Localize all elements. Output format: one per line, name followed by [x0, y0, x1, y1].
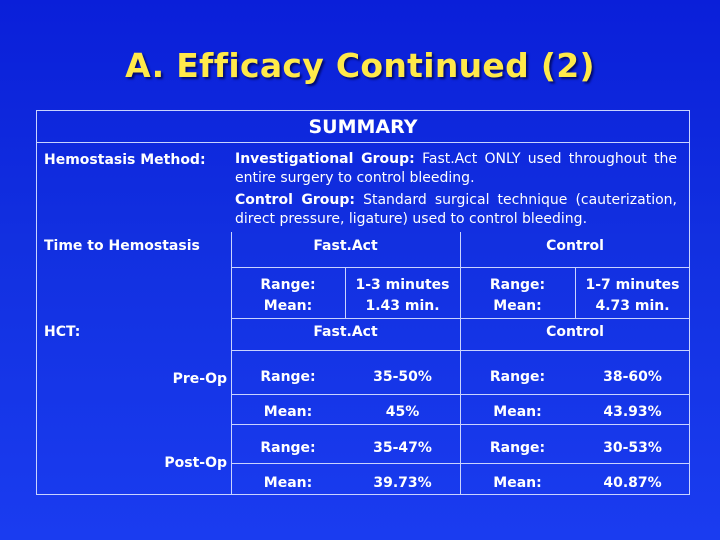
post-op-control-mean-value: 40.87%: [603, 475, 662, 491]
time-control-mean-label: Mean:: [493, 298, 542, 314]
investigational-group-text: Fast.Act ONLY used throughout the entire…: [235, 151, 678, 186]
post-op-fastact-range-value: 35-47%: [373, 440, 432, 456]
pre-op-control-range-value: 38-60%: [603, 369, 662, 385]
summary-heading: SUMMARY: [308, 116, 418, 138]
post-op-control-range-value: 30-53%: [603, 440, 662, 456]
pre-op-fastact-range-label: Range:: [260, 369, 316, 385]
investigational-group-label: Investigational Group:: [235, 151, 415, 167]
post-op-fastact-range-label: Range:: [260, 440, 316, 456]
time-to-hemostasis-label: Time to Hemostasis: [44, 238, 200, 254]
divider: [36, 142, 690, 143]
divider: [345, 267, 346, 318]
investigational-group-description: Investigational Group: Fast.Act ONLY use…: [235, 150, 677, 188]
time-fastact-mean-value: 1.43 min.: [365, 298, 440, 314]
post-op-fastact-mean-value: 39.73%: [373, 475, 432, 491]
pre-op-fastact-mean-value: 45%: [385, 404, 420, 420]
time-fastact-mean-label: Mean:: [263, 298, 313, 314]
time-fastact-range-label: Range:: [260, 277, 316, 293]
slide-title: A. Efficacy Continued (2): [125, 46, 595, 85]
time-control-range-label: Range:: [489, 277, 546, 293]
pre-op-fastact-mean-label: Mean:: [263, 404, 313, 420]
pre-op-label: Pre-Op: [172, 371, 227, 387]
time-fastact-range-value: 1-3 minutes: [355, 277, 450, 293]
post-op-control-mean-label: Mean:: [493, 475, 542, 491]
pre-op-fastact-range-value: 35-50%: [373, 369, 432, 385]
hemostasis-method-label: Hemostasis Method:: [44, 152, 206, 168]
hct-fastact-header: Fast.Act: [313, 324, 378, 340]
time-control-mean-value: 4.73 min.: [595, 298, 670, 314]
pre-op-control-mean-label: Mean:: [493, 404, 542, 420]
hct-control-header: Control: [546, 324, 604, 340]
time-control-range-value: 1-7 minutes: [585, 277, 680, 293]
post-op-control-range-label: Range:: [489, 440, 546, 456]
control-group-label: Control Group:: [235, 192, 355, 208]
control-group-description: Control Group: Standard surgical techniq…: [235, 191, 677, 229]
time-control-header: Control: [546, 238, 604, 254]
time-fastact-header: Fast.Act: [313, 238, 378, 254]
divider: [575, 267, 576, 318]
hct-label: HCT:: [44, 324, 81, 340]
pre-op-control-range-label: Range:: [489, 369, 546, 385]
control-group-text: Standard surgical technique (cauterizati…: [235, 192, 677, 227]
pre-op-control-mean-value: 43.93%: [603, 404, 662, 420]
post-op-fastact-mean-label: Mean:: [263, 475, 313, 491]
summary-table: [36, 110, 690, 495]
divider: [231, 232, 232, 495]
divider: [460, 232, 461, 495]
post-op-label: Post-Op: [164, 455, 227, 471]
